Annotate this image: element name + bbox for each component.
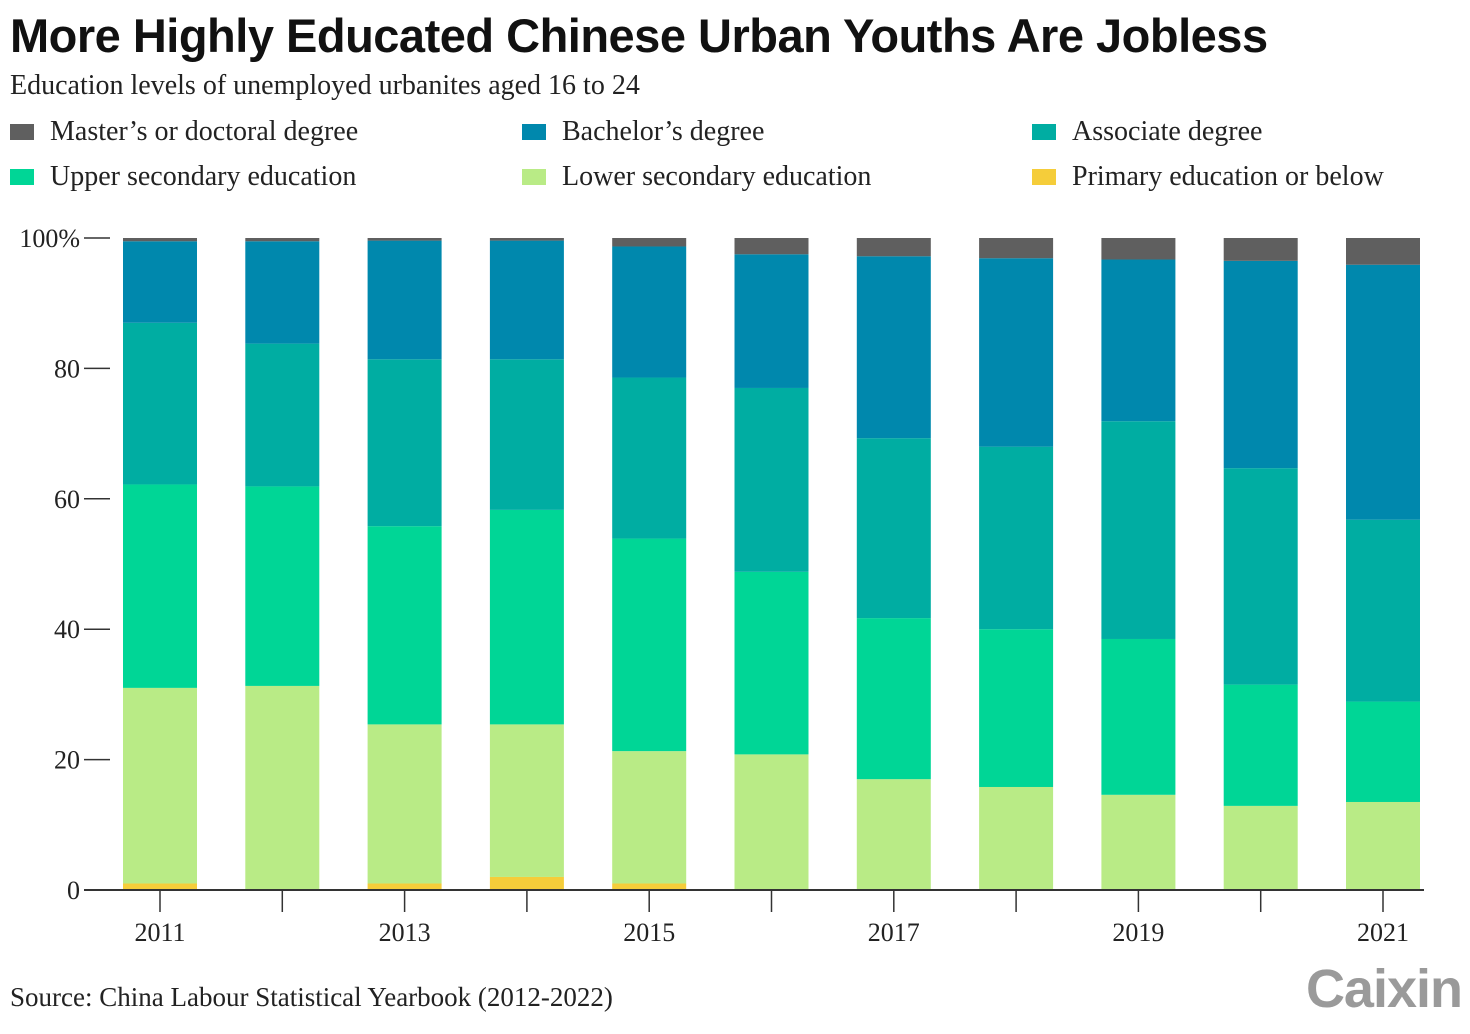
bar-segment-2016-s5: [734, 238, 809, 255]
x-tick-label-2015: 2015: [623, 918, 675, 947]
bar-segment-2011-s2: [123, 484, 197, 688]
bar-segment-2018-s2: [979, 629, 1054, 787]
bar-segment-2012-s1: [245, 685, 320, 890]
bar-segment-2021-s3: [1346, 519, 1420, 702]
y-tick-label-0: 0: [67, 876, 80, 905]
bar-segment-2019-s1: [1101, 794, 1176, 890]
bar-segment-2011-s1: [123, 687, 197, 884]
bar-segment-2019-s5: [1101, 238, 1176, 260]
bar-segment-2020-s1: [1223, 805, 1298, 890]
bar-segment-2021-s5: [1346, 238, 1420, 265]
bar-segment-2021-s4: [1346, 264, 1420, 520]
bar-segment-2018-s5: [979, 238, 1054, 259]
legend-label-upper-secondary: Upper secondary education: [50, 161, 357, 192]
legend-label-lower-secondary: Lower secondary education: [562, 161, 872, 192]
bar-segment-2017-s5: [856, 238, 931, 257]
bar-segment-2013-s4: [367, 240, 442, 360]
bar-segment-2020-s5: [1223, 238, 1298, 261]
y-tick-label-20: 20: [54, 746, 80, 775]
x-tick-label-2021: 2021: [1357, 918, 1409, 947]
source-note: Source: China Labour Statistical Yearboo…: [10, 982, 613, 1012]
bar-segment-2014-s3: [489, 359, 564, 510]
legend-swatch-masters: [10, 124, 34, 140]
bar-segment-2012-s5: [245, 238, 320, 242]
bar-segment-2018-s1: [979, 786, 1054, 890]
bar-segment-2021-s1: [1346, 801, 1420, 890]
chart-title: More Highly Educated Chinese Urban Youth…: [10, 9, 1268, 62]
bar-segment-2015-s3: [612, 377, 687, 539]
legend-item-primary: Primary education or below: [1032, 161, 1384, 193]
bar-segment-2019-s2: [1101, 638, 1176, 795]
bar-segment-2015-s1: [612, 751, 687, 884]
bar-segment-2011-s4: [123, 241, 197, 323]
y-tick-label-80: 80: [54, 354, 80, 383]
bar-segment-2013-s1: [367, 724, 442, 884]
bar-segment-2018-s3: [979, 446, 1054, 630]
bar-segment-2016-s1: [734, 754, 809, 890]
legend-label-bachelors: Bachelor’s degree: [562, 116, 765, 147]
x-tick-label-2017: 2017: [868, 918, 920, 947]
bar-segment-2015-s2: [612, 538, 687, 752]
bar-segment-2014-s4: [489, 240, 564, 360]
bar-segment-2017-s3: [856, 438, 931, 619]
y-tick-label-60: 60: [54, 485, 80, 514]
bar-segment-2014-s2: [489, 509, 564, 725]
x-tick-label-2011: 2011: [134, 918, 185, 947]
bar-segment-2017-s4: [856, 256, 931, 439]
bar-segment-2013-s2: [367, 526, 442, 725]
bar-segment-2012-s2: [245, 486, 320, 686]
bar-segment-2014-s0: [489, 876, 564, 890]
legend-item-bachelors: Bachelor’s degree: [522, 116, 764, 148]
bar-segment-2020-s3: [1223, 468, 1298, 685]
bar-segment-2012-s3: [245, 343, 320, 487]
bar-segment-2011-s0: [123, 883, 197, 890]
bar-segment-2011-s5: [123, 238, 197, 242]
legend-swatch-upper-secondary: [10, 169, 34, 185]
bar-segment-2018-s4: [979, 258, 1054, 447]
legend-item-associate: Associate degree: [1032, 116, 1262, 148]
bar-segment-2016-s3: [734, 387, 809, 572]
bar-segment-2021-s2: [1346, 701, 1420, 802]
legend-label-associate: Associate degree: [1072, 116, 1263, 147]
bar-segment-2014-s1: [489, 724, 564, 877]
legend-swatch-bachelors: [522, 124, 546, 140]
bar-segment-2013-s5: [367, 238, 442, 241]
legend-item-lower-secondary: Lower secondary education: [522, 161, 871, 193]
bar-segment-2012-s4: [245, 241, 320, 344]
y-tick-label-100: 100%: [19, 224, 80, 253]
bar-segment-2020-s4: [1223, 260, 1298, 469]
bar-segment-2011-s3: [123, 322, 197, 485]
bar-segment-2016-s2: [734, 571, 809, 755]
bar-segment-2019-s4: [1101, 259, 1176, 422]
legend-item-masters: Master’s or doctoral degree: [10, 116, 358, 148]
bar-segment-2013-s3: [367, 359, 442, 527]
x-tick-label-2013: 2013: [379, 918, 431, 947]
bar-segment-2014-s5: [489, 238, 564, 241]
legend-item-upper-secondary: Upper secondary education: [10, 161, 356, 193]
bar-segment-2020-s2: [1223, 684, 1298, 806]
bar-segment-2019-s3: [1101, 421, 1176, 639]
x-tick-label-2019: 2019: [1112, 918, 1164, 947]
caixin-logo: Caixin: [1305, 959, 1463, 1019]
legend-swatch-primary: [1032, 169, 1056, 185]
legend-label-masters: Master’s or doctoral degree: [50, 116, 359, 147]
legend-label-primary: Primary education or below: [1072, 161, 1384, 192]
bar-segment-2016-s4: [734, 254, 809, 388]
y-tick-label-40: 40: [54, 615, 80, 644]
bar-segment-2015-s5: [612, 238, 687, 247]
bar-segment-2015-s4: [612, 246, 687, 378]
legend-swatch-associate: [1032, 124, 1056, 140]
bar-segment-2017-s1: [856, 779, 931, 890]
bar-segment-2015-s0: [612, 883, 687, 890]
bar-segment-2013-s0: [367, 883, 442, 890]
legend-swatch-lower-secondary: [522, 169, 546, 185]
bar-segment-2017-s2: [856, 618, 931, 780]
chart-subtitle: Education levels of unemployed urbanites…: [10, 70, 640, 101]
